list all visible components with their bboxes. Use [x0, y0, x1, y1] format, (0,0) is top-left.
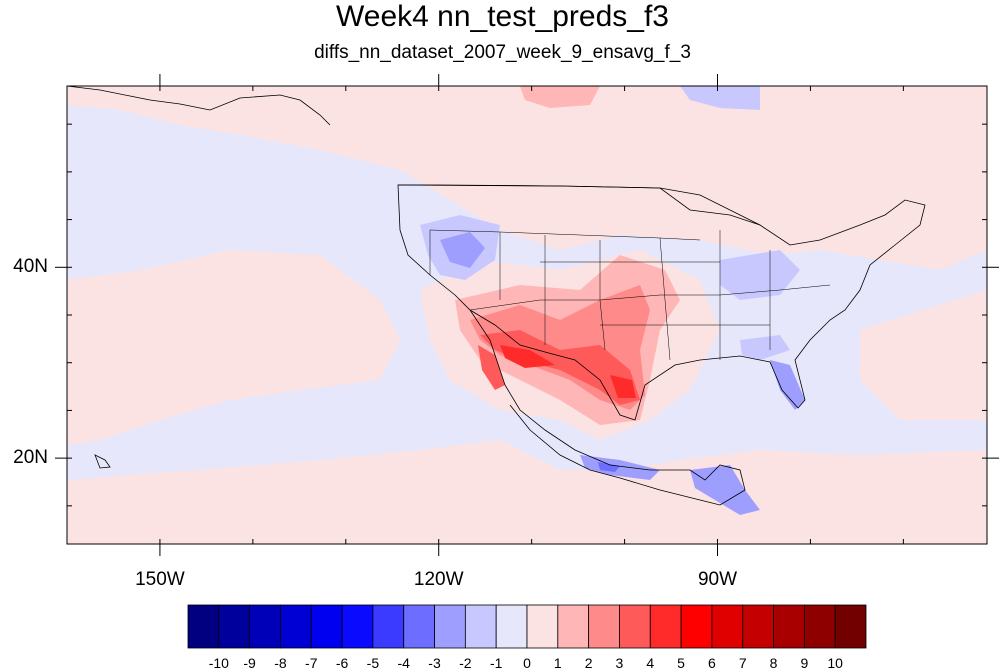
coastlines [66, 85, 926, 506]
colorbar-swatch [434, 604, 466, 649]
alaska-coast [66, 85, 331, 126]
colorbar-swatch [249, 604, 281, 649]
colorbar-label: 8 [769, 655, 778, 671]
colorbar-label: -3 [428, 655, 441, 671]
field-positive-alaska [520, 86, 600, 108]
colorbar-swatch [187, 604, 220, 649]
colorbar-swatch [372, 604, 405, 649]
colorbar-swatch [773, 604, 805, 649]
colorbar-label: -7 [305, 655, 318, 671]
field-positive-coast [478, 345, 505, 390]
canada-border [397, 184, 761, 226]
colorbar-label: 0 [523, 655, 531, 671]
lon-label: 150W [135, 569, 185, 590]
axis-ticks [55, 74, 999, 556]
map-subtitle: diffs_nn_dataset_2007_week_9_ensavg_f_3 [314, 42, 691, 63]
colorbar-swatch [680, 604, 713, 649]
colorbar-label: -6 [335, 655, 349, 671]
colorbar-label: -5 [366, 655, 380, 671]
mexico-outline [469, 309, 746, 506]
colorbar-swatch [526, 604, 559, 649]
field-negative-florida [770, 360, 805, 410]
colorbar-label: -10 [208, 655, 229, 671]
colorbar-label: 6 [708, 655, 716, 671]
hawaii [94, 454, 111, 469]
state-line [659, 237, 671, 361]
colorbar-swatch [464, 604, 497, 649]
state-borders [429, 229, 831, 361]
usa-outline [397, 184, 926, 421]
state-line [469, 284, 831, 311]
colorbar-swatch [619, 604, 651, 649]
field-positive-south [67, 440, 987, 544]
colorbar-label: 7 [738, 655, 747, 671]
lon-label: 90W [697, 569, 738, 590]
colorbar-label: -4 [397, 655, 410, 671]
map-title: Week4 nn_test_preds_f3 [335, 0, 669, 33]
colorbar-swatch [495, 604, 528, 649]
colorbar-swatch [711, 604, 744, 649]
colorbar-swatch [649, 604, 682, 649]
colorbar-label: 1 [553, 655, 562, 671]
lat-label: 40N [13, 256, 48, 278]
colorbar-label: 2 [584, 655, 593, 671]
colorbar-label: 3 [615, 655, 624, 671]
colorbar-label: -9 [243, 655, 256, 671]
field-negative-north-coast [680, 86, 760, 110]
colorbar-swatch [403, 604, 435, 649]
field-positive-core-5 [610, 375, 636, 398]
map-field [67, 86, 987, 544]
colorbar-swatch [280, 604, 312, 649]
field-negative-georgia [740, 335, 790, 360]
colorbar-label: 10 [827, 655, 843, 671]
colorbar-label: -1 [489, 655, 503, 671]
colorbar-label: 4 [646, 655, 655, 671]
colorbar-swatch [803, 604, 836, 649]
field-positive-core-4 [500, 345, 555, 368]
field-negative-northwest-2 [440, 232, 485, 268]
colorbar-swatch [742, 604, 774, 649]
field-positive-pacific [67, 250, 400, 445]
lon-label: 120W [413, 569, 464, 590]
lat-label: 20N [13, 447, 48, 469]
colorbar-swatch [218, 604, 251, 649]
state-line [599, 240, 606, 351]
field-negative-ohio [720, 250, 800, 300]
field-negative-deep-mexico [598, 462, 620, 472]
colorbar-label: -8 [274, 655, 287, 671]
colorbar-label: 5 [677, 655, 685, 671]
colorbar-swatch [310, 604, 343, 649]
colorbar-swatch [557, 604, 590, 649]
field-positive-east [860, 290, 987, 420]
colorbar-swatch [341, 604, 374, 649]
field-negative-mexico [580, 455, 660, 480]
state-line [429, 229, 701, 275]
colorbar-label: 9 [800, 655, 809, 671]
colorbar-swatch [588, 604, 620, 649]
colorbar-swatch [834, 604, 867, 649]
colorbar [187, 604, 867, 649]
colorbar-label: -2 [459, 655, 472, 671]
